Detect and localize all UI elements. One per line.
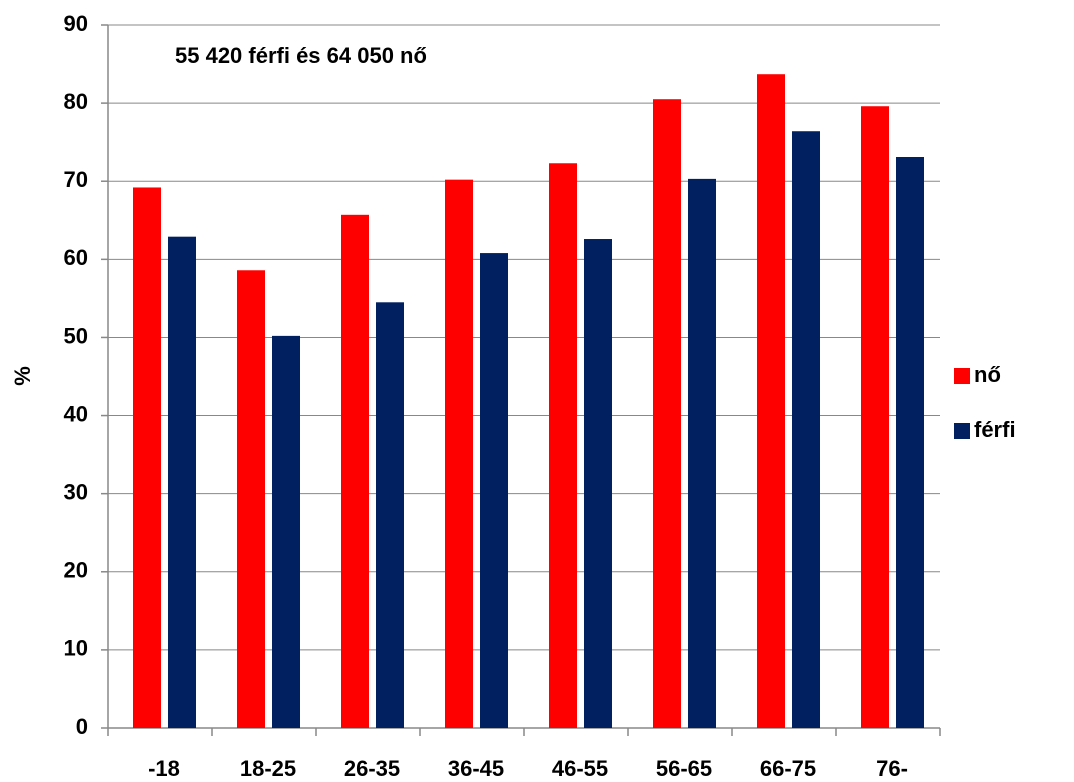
bar <box>792 131 820 729</box>
bar <box>480 253 508 728</box>
bar <box>549 163 577 729</box>
x-tick-label: 26-35 <box>344 756 400 781</box>
x-tick-label: -18 <box>148 756 180 781</box>
x-tick-label: 66-75 <box>760 756 816 781</box>
y-axis-label: % <box>10 366 35 386</box>
bar <box>757 74 785 728</box>
bar <box>445 179 473 728</box>
x-tick-label: 76- <box>876 756 908 781</box>
y-tick-label: 70 <box>64 167 88 192</box>
bar <box>896 157 924 728</box>
y-tick-label: 30 <box>64 479 88 504</box>
y-tick-label: 20 <box>64 558 88 583</box>
legend-swatch <box>954 368 970 384</box>
bar <box>653 99 681 728</box>
y-tick-label: 80 <box>64 89 88 114</box>
y-tick-label: 40 <box>64 401 88 426</box>
y-tick-label: 0 <box>76 714 88 739</box>
x-tick-label: 56-65 <box>656 756 712 781</box>
bar <box>168 236 196 729</box>
bar <box>237 270 265 728</box>
x-tick-label: 46-55 <box>552 756 608 781</box>
bar <box>376 302 404 728</box>
bar <box>133 187 161 728</box>
x-tick-label: 18-25 <box>240 756 296 781</box>
bar <box>861 106 889 729</box>
legend-swatch <box>954 423 970 439</box>
y-tick-label: 50 <box>64 323 88 348</box>
legend-label: nő <box>974 362 1001 387</box>
y-tick-label: 90 <box>64 11 88 36</box>
x-tick-label: 36-45 <box>448 756 504 781</box>
y-tick-label: 60 <box>64 245 88 270</box>
legend-label: férfi <box>974 417 1016 442</box>
bar <box>341 214 369 728</box>
y-tick-label: 10 <box>64 636 88 661</box>
annotation: 55 420 férfi és 64 050 nő <box>175 43 427 68</box>
bar <box>584 239 612 728</box>
bar <box>688 178 716 728</box>
bar <box>272 335 300 728</box>
